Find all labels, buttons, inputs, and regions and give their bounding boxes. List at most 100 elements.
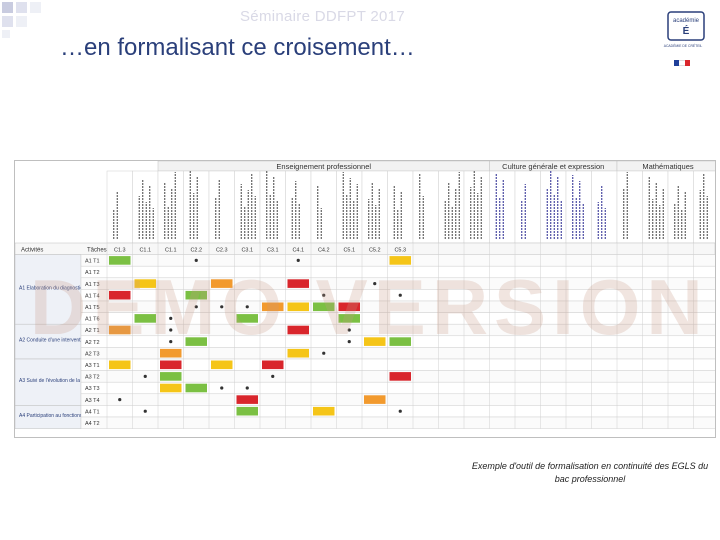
column-header-cell (183, 170, 210, 244)
skill-dot (143, 409, 147, 413)
competence-code: C4.1 (292, 248, 304, 254)
group-header-label: Mathématiques (642, 162, 694, 171)
skill-mark (338, 314, 360, 323)
skill-dot (169, 328, 173, 332)
skill-dot (271, 374, 275, 378)
task-row (80, 405, 720, 418)
column-header-cell (514, 170, 541, 244)
skill-mark (211, 360, 233, 370)
skill-mark (287, 302, 309, 312)
competence-code: C5.2 (369, 248, 381, 254)
skill-mark (160, 372, 182, 381)
skill-mark (236, 395, 258, 404)
skill-mark (185, 383, 207, 393)
logo-wordmark: ACADÉMIE DE CRÉTEIL (663, 44, 703, 48)
column-header-cell (285, 170, 312, 244)
group-header-label: Enseignement professionnel (276, 162, 371, 171)
task-label: A2 T3 (85, 351, 100, 357)
seminar-header: Séminaire DDFPT 2017 (240, 8, 405, 25)
column-header-cell (310, 170, 337, 244)
skill-dot (245, 386, 249, 390)
academy-logo: académie É ACADÉMIE DE CRÉTEIL (652, 8, 714, 70)
skill-dot (296, 258, 300, 262)
task-row (80, 277, 720, 290)
competence-code: C1.1 (165, 248, 177, 254)
competence-code: C4.2 (318, 248, 330, 254)
column-header-cell (489, 170, 516, 244)
column-header-cell (132, 170, 159, 244)
competence-code: C1.3 (114, 248, 126, 254)
task-label: A3 T2 (85, 375, 100, 381)
skill-mark (160, 360, 182, 370)
task-label: A2 T1 (85, 328, 100, 334)
activity-group-label: A1 Elaboration du diagnostic (19, 285, 83, 291)
task-label: A1 T2 (85, 270, 100, 276)
column-header-cell (667, 170, 694, 244)
skill-dot (347, 328, 351, 332)
skill-mark (160, 383, 182, 393)
skill-mark (109, 360, 131, 370)
competence-code: C3.1 (241, 248, 253, 254)
column-header-cell (106, 170, 133, 244)
skill-mark (364, 395, 386, 404)
competence-code: C2.3 (216, 248, 228, 254)
task-row (80, 300, 720, 313)
skill-mark (211, 279, 233, 288)
skill-mark (389, 256, 411, 265)
column-header-cell (463, 170, 490, 244)
task-row (80, 265, 720, 279)
skill-mark (109, 325, 131, 335)
task-row (80, 416, 720, 429)
skill-mark (389, 372, 411, 381)
task-label: A3 T3 (85, 386, 100, 392)
marianne-icon: académie É (667, 11, 705, 41)
skill-mark (287, 325, 309, 335)
svg-text:académie: académie (673, 18, 700, 24)
task-label: A2 T2 (85, 340, 100, 346)
skill-mark (262, 302, 284, 312)
competence-code: C5.3 (394, 248, 406, 254)
skill-mark (287, 279, 309, 288)
task-label: A3 T1 (85, 363, 100, 369)
column-header-cell (591, 170, 618, 244)
skill-mark (287, 348, 309, 358)
column-header-cell (336, 170, 363, 244)
task-row (80, 323, 720, 337)
skill-dot (194, 305, 198, 309)
competence-code: C2.2 (190, 248, 202, 254)
column-header-cell (234, 170, 261, 244)
skill-dot (398, 293, 402, 297)
task-row (80, 312, 720, 325)
skill-dot (398, 409, 402, 413)
column-header-cell (208, 170, 235, 244)
group-header-label: Culture générale et expression (502, 162, 604, 171)
skill-dot (220, 386, 224, 390)
activities-header: Activités (21, 248, 43, 254)
skills-crossing-table: Enseignement professionnel Culture généra… (14, 160, 720, 438)
skill-dot (169, 340, 173, 344)
column-header-cell (540, 170, 567, 244)
french-flag-icon (674, 60, 690, 66)
skill-dot (220, 305, 224, 309)
column-header-cell (157, 170, 184, 244)
activity-group-label: A4 Participation au fonctionnement du se… (19, 413, 121, 419)
task-label: A1 T6 (85, 317, 100, 323)
tasks-header: Tâches (87, 248, 107, 254)
skill-mark (236, 314, 258, 323)
skill-dot (143, 374, 147, 378)
task-row (80, 289, 720, 302)
skill-mark (364, 337, 386, 346)
column-header-cell (616, 170, 643, 244)
column-header-cell (565, 170, 592, 244)
skill-mark (185, 290, 207, 300)
skill-dot (322, 293, 326, 297)
task-label: A1 T5 (85, 305, 100, 311)
skill-dot (322, 351, 326, 355)
column-header-cell (361, 170, 388, 244)
task-label: A1 T1 (85, 259, 100, 265)
skill-dot (118, 398, 122, 402)
skill-mark (338, 302, 360, 312)
skill-mark (313, 302, 335, 312)
skill-mark (185, 337, 207, 346)
skill-mark (262, 360, 284, 370)
